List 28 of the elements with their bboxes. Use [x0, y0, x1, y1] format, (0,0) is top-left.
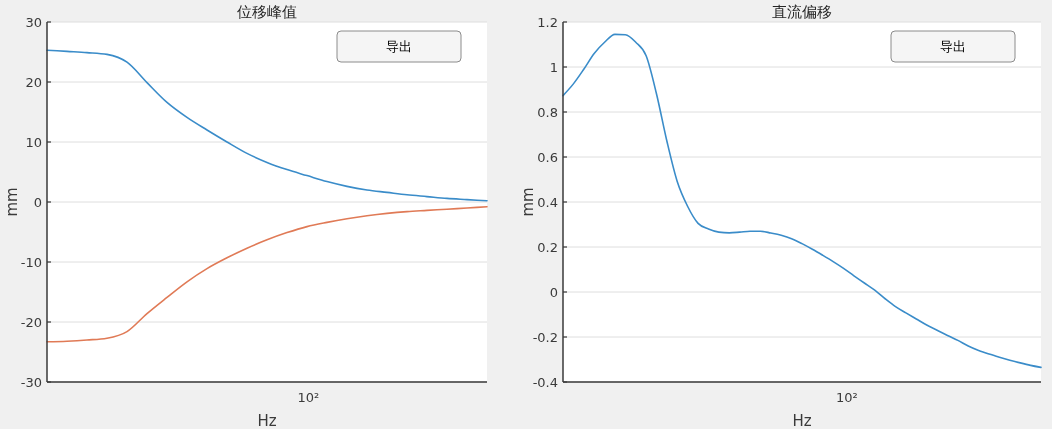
annotation: 导出 [940, 39, 966, 55]
chart-title: 位移峰值 [237, 3, 297, 21]
y-tick-label: 20 [25, 74, 42, 90]
y-tick-label: 1 [549, 59, 558, 75]
y-tick-label: 0.2 [537, 239, 558, 255]
line-series [46, 206, 488, 343]
chart-title: 直流偏移 [772, 3, 832, 21]
y-axis-title: mm [519, 187, 537, 217]
y-tick-label: 0 [33, 194, 42, 210]
y-tick-label: 0.4 [537, 194, 558, 210]
y-tick-label: -0.2 [532, 329, 558, 345]
y-tick-label: -10 [20, 254, 42, 270]
y-tick-label: 0.8 [537, 104, 558, 120]
y-tick-label: -30 [20, 374, 42, 390]
text: 10² [836, 390, 858, 405]
y-axis-title: mm [3, 187, 21, 217]
y-tick-label: 0 [549, 284, 558, 300]
y-tick-label: 0.6 [537, 149, 558, 165]
annotation: 导出 [386, 39, 412, 55]
y-tick-label: 10 [25, 134, 42, 150]
y-tick-label: -20 [20, 314, 42, 330]
y-tick-label: -0.4 [532, 374, 558, 390]
y-tick-label: 30 [25, 14, 42, 30]
x-axis-title: Hz [792, 412, 812, 429]
y-tick-label: 1.2 [537, 14, 558, 30]
x-axis-title: Hz [257, 412, 277, 429]
text: 10² [297, 390, 320, 405]
line-series [562, 33, 1042, 369]
